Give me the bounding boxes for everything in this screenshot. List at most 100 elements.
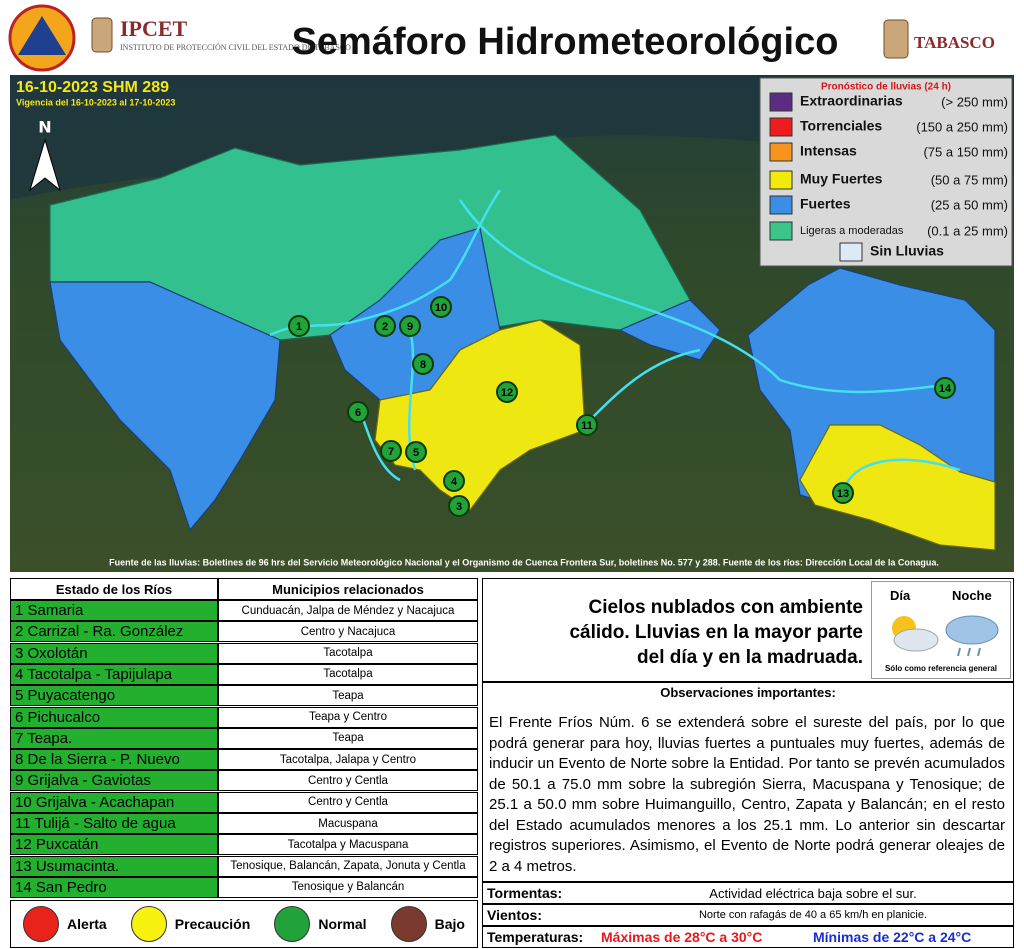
status-swatch <box>390 906 427 942</box>
station-marker <box>443 470 465 492</box>
status-swatch <box>23 906 60 942</box>
municipalities: Tacotalpa, Jalapa y Centro <box>218 749 478 771</box>
river <box>269 189 502 337</box>
municipalities: Tacotalpa <box>218 642 478 664</box>
municipalities: Centro y Nacajuca <box>218 621 478 643</box>
station-number: 1 <box>296 321 302 333</box>
station-marker <box>412 353 434 375</box>
status-item: Alerta <box>23 906 107 942</box>
river-name: 9 Grijalva - Gaviotas <box>10 770 218 792</box>
rain-drops <box>957 647 981 657</box>
legend-label: Intensas <box>800 143 857 159</box>
table-row: 11 Tulijá - Salto de agua Macuspana <box>10 813 478 834</box>
municipalities: Teapa <box>218 685 478 707</box>
logo-tabasco <box>883 19 909 59</box>
municipalities: Tacotalpa y Macuspana <box>218 834 478 856</box>
rain-legend <box>759 77 1013 267</box>
institution-full: INSTITUTO DE PROTECCIÓN CIVIL DEL ESTADO… <box>120 42 351 52</box>
weather-icons: Día Noche Sólo como referencia general <box>871 581 1011 679</box>
forecast-box: Cielos nublados con ambiente cálido. Lluv… <box>482 578 1014 682</box>
legend-swatch <box>769 170 793 190</box>
station-number: 10 <box>435 302 447 314</box>
municipalities: Tacotalpa <box>218 663 478 685</box>
municipalities: Tenosique y Balancán <box>218 876 478 898</box>
rivers-table: Estado de los Ríos Municipios relacionad… <box>10 578 478 898</box>
legend-swatch <box>769 195 793 215</box>
legend-range: (50 a 75 mm) <box>931 172 1008 187</box>
legend-range: (0.1 a 25 mm) <box>927 223 1008 238</box>
station-number: 14 <box>939 383 952 395</box>
legend-label: Sin Lluvias <box>870 243 944 259</box>
observations-title: Observaciones importantes: <box>660 685 836 700</box>
storms-value: Actividad eléctrica baja sobre el sur. <box>709 886 917 901</box>
municipalities: Cunduacán, Jalpa de Méndez y Nacajuca <box>218 600 478 621</box>
river-name: 3 Oxolotán <box>10 642 218 664</box>
river-name: 2 Carrizal - Ra. González <box>10 621 218 643</box>
region-very-heavy-sierra <box>374 319 586 511</box>
state-name: TABASCO <box>914 33 995 52</box>
date-code: 16-10-2023 SHM 289 <box>16 79 169 96</box>
station-marker <box>832 482 854 504</box>
institution: IPCET <box>120 16 188 41</box>
winds-label: Vientos: <box>487 907 542 923</box>
municipalities: Teapa <box>218 727 478 749</box>
logo-shield <box>91 17 113 53</box>
station-marker <box>576 414 598 436</box>
river-name: 5 Puyacatengo <box>10 685 218 707</box>
region-heavy-macuspana <box>618 299 721 361</box>
north-label: N <box>38 118 51 137</box>
region-heavy-west <box>49 281 281 532</box>
summary-line: del día y en la madruada. <box>637 647 863 668</box>
table-row: 6 Pichucalco Teapa y Centro <box>10 706 478 728</box>
legend-swatch <box>769 142 793 162</box>
legend-label: Fuertes <box>800 196 851 212</box>
status-item: Precaución <box>130 906 250 942</box>
winds-row: Vientos: Norte con rafagás de 40 a 65 km… <box>482 904 1014 926</box>
station-number: 2 <box>382 321 388 333</box>
station-marker <box>347 401 369 423</box>
legend-range: (150 a 250 mm) <box>916 119 1008 134</box>
station-marker <box>380 440 402 462</box>
station-number: 6 <box>355 407 361 419</box>
table-row: 3 Oxolotán Tacotalpa <box>10 642 478 664</box>
header-cell: Municipios relacionados <box>218 578 478 600</box>
station-marker <box>399 315 421 337</box>
weather-icon-art <box>892 615 999 657</box>
region-very-heavy-tenosique <box>799 424 996 551</box>
river-name: 8 De la Sierra - P. Nuevo <box>10 749 218 771</box>
status-swatch <box>274 906 311 942</box>
status-legend: Alerta Precaución Normal Bajo <box>10 900 478 948</box>
table-row: 1 Samaria Cunduacán, Jalpa de Méndez y Na… <box>10 600 478 621</box>
summary-line: cálido. Lluvias en la mayor parte <box>569 622 863 643</box>
station-marker <box>448 495 470 517</box>
municipalities: Centro y Centla <box>218 770 478 792</box>
temperatures-label: Temperaturas: <box>487 929 584 945</box>
day-label: Día <box>890 588 911 603</box>
river <box>841 458 961 494</box>
table-row: 9 Grijalva - Gaviotas Centro y Centla <box>10 770 478 792</box>
validity: Vigencia del 16-10-2023 al 17-10-2023 <box>16 97 175 107</box>
status-label: Bajo <box>434 916 465 932</box>
river-name: 4 Tacotalpa - Tapijulapa <box>10 663 218 685</box>
river-name: 12 Puxcatán <box>10 834 218 856</box>
legend-swatch <box>769 92 793 112</box>
rivers <box>269 189 961 494</box>
table-row: 14 San Pedro Tenosique y Balancán <box>10 876 478 898</box>
cloud <box>893 628 939 652</box>
table-row: 4 Tacotalpa - Tapijulapa Tacotalpa <box>10 663 478 685</box>
station-marker <box>934 377 956 399</box>
status-swatch <box>130 906 167 942</box>
storms-row: Tormentas: Actividad eléctrica baja sobr… <box>482 882 1014 904</box>
logo-triangle <box>18 16 66 55</box>
station-marker <box>496 381 518 403</box>
legend-swatch <box>769 117 793 137</box>
legend-range: (25 a 50 mm) <box>931 197 1008 212</box>
legend-range: (> 250 mm) <box>941 94 1008 109</box>
north-arrow <box>29 138 61 192</box>
map: N 16-10-2023 SHM 289 Vigencia del 16-10-… <box>10 75 1014 572</box>
station-number: 9 <box>407 321 413 333</box>
station-number: 4 <box>451 476 458 488</box>
table-row: 7 Teapa. Teapa <box>10 727 478 749</box>
storms-label: Tormentas: <box>487 885 563 901</box>
